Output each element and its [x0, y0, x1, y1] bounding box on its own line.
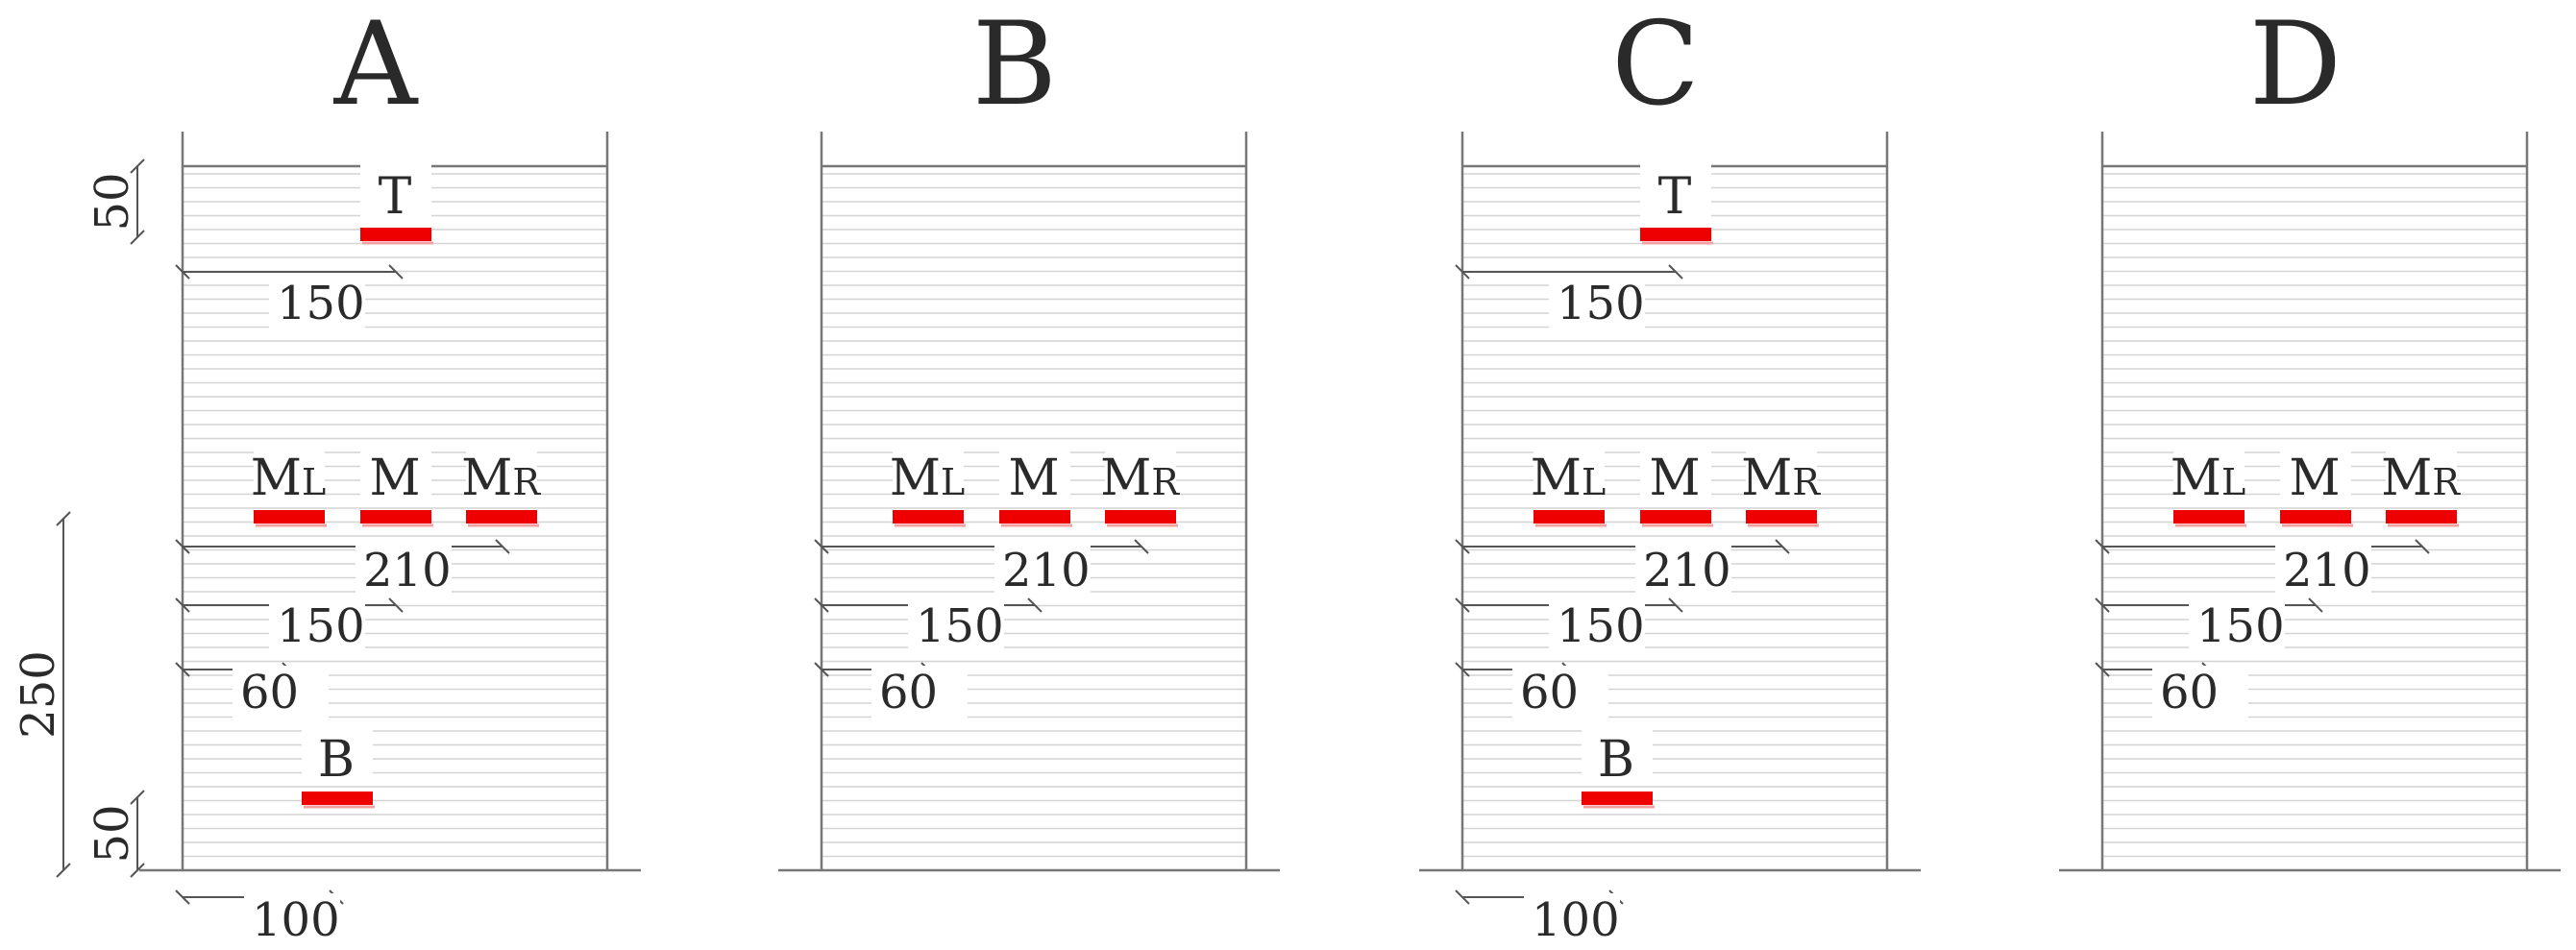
dimension-d150: 150 [1455, 597, 1683, 653]
sensor-label: B [1598, 731, 1634, 789]
panel-title: B [972, 0, 1057, 132]
sensor-label: B [318, 731, 355, 789]
sensor-label: ML [2171, 450, 2245, 507]
sensor-label: M [1008, 450, 1059, 507]
sensor-b: B [302, 726, 375, 809]
dimension-d60: 60 [175, 662, 329, 719]
sensor-bar [1105, 510, 1176, 524]
sensor-bar [893, 510, 964, 524]
dimension-250-label: 250 [12, 650, 65, 739]
sensor-t: T [1640, 163, 1713, 245]
dimension-d210: 210 [814, 539, 1149, 597]
dimension-bottom-50: 50 [86, 790, 145, 878]
dimension-d210-label: 210 [1002, 544, 1091, 597]
sensor-bar [2173, 510, 2245, 524]
sensor-ml: ML [1531, 445, 1607, 527]
sensor-m: M [2280, 445, 2353, 527]
sensor-label: M [2289, 450, 2340, 507]
dimension-bottom-label: 100 [1532, 893, 1620, 947]
dimension-d210: 210 [175, 539, 510, 597]
dimension-d150-label: 150 [2196, 599, 2285, 653]
sensor-bar [1582, 792, 1653, 805]
sensor-ml: ML [890, 445, 966, 527]
sensor-mr: MR [1100, 445, 1180, 527]
dimension-d210: 210 [2095, 539, 2430, 597]
sensor-label: ML [251, 450, 326, 507]
sensor-m: M [999, 445, 1072, 527]
dimension-top: 150 [175, 264, 404, 330]
dimension-d60-label: 60 [2160, 666, 2219, 719]
sensor-label: T [379, 168, 412, 226]
dimension-bottom-50-label: 50 [86, 804, 139, 863]
dimension-d150-label: 150 [916, 599, 1004, 653]
sensor-mr: MR [2381, 445, 2461, 527]
sensor-label: ML [890, 450, 965, 507]
dimension-d210-label: 210 [363, 544, 452, 597]
dimension-d150-label: 150 [1557, 599, 1645, 653]
dimension-bottom-label: 100 [252, 893, 340, 947]
dimension-d150: 150 [2095, 597, 2323, 653]
sensor-bar [1533, 510, 1605, 524]
sensor-ml: ML [251, 445, 327, 527]
panel-title: C [1611, 0, 1700, 132]
sensor-label: MR [1741, 450, 1821, 507]
sensor-label: T [1658, 168, 1692, 226]
dimension-250: 250 [12, 511, 71, 878]
panel-title: D [2249, 0, 2342, 132]
dimension-d150: 150 [175, 597, 404, 653]
sensor-label: M [369, 450, 420, 507]
dimension-d150-label: 150 [277, 599, 365, 653]
dimension-d60-label: 60 [1520, 666, 1579, 719]
dimension-d60: 60 [1455, 662, 1608, 719]
dimension-d150: 150 [814, 597, 1043, 653]
sensor-bar [360, 228, 431, 241]
sensor-t: T [360, 163, 433, 245]
dimension-d210-label: 210 [2283, 544, 2371, 597]
sensor-bar [466, 510, 537, 524]
sensor-label: ML [1531, 450, 1606, 507]
sensor-bar [1640, 510, 1711, 524]
sensor-ml: ML [2171, 445, 2246, 527]
dimension-d60-label: 60 [879, 666, 938, 719]
dimension-bottom: 100 [1455, 889, 1624, 947]
sensor-m: M [1640, 445, 1713, 527]
sensor-bar [2280, 510, 2351, 524]
sensor-label: M [1649, 450, 1700, 507]
sensor-bar [302, 792, 373, 805]
panel-title: A [333, 0, 419, 132]
sensor-mr: MR [461, 445, 541, 527]
dimension-d210-label: 210 [1643, 544, 1731, 597]
dimension-d210: 210 [1455, 539, 1790, 597]
dimension-top: 150 [1455, 264, 1683, 330]
sensor-label: MR [461, 450, 541, 507]
dimension-d60: 60 [814, 662, 968, 719]
sensor-m: M [360, 445, 433, 527]
dimension-d60-label: 60 [240, 666, 299, 719]
dimension-top-50: 50 [86, 158, 145, 245]
sensor-bar [1746, 510, 1817, 524]
sensor-b: B [1582, 726, 1655, 809]
sensor-bar [254, 510, 325, 524]
sensor-mr: MR [1741, 445, 1821, 527]
sensor-label: MR [2381, 450, 2461, 507]
dimension-d60: 60 [2095, 662, 2248, 719]
sensor-bar [1640, 228, 1711, 241]
sensor-bar [999, 510, 1070, 524]
sensor-bar [360, 510, 431, 524]
sensor-bar [2386, 510, 2457, 524]
dimension-top-label: 150 [277, 277, 365, 330]
dimension-bottom: 100 [175, 889, 344, 947]
sensor-label: MR [1100, 450, 1180, 507]
dimension-top-50-label: 50 [86, 172, 139, 231]
dimension-top-label: 150 [1557, 277, 1645, 330]
